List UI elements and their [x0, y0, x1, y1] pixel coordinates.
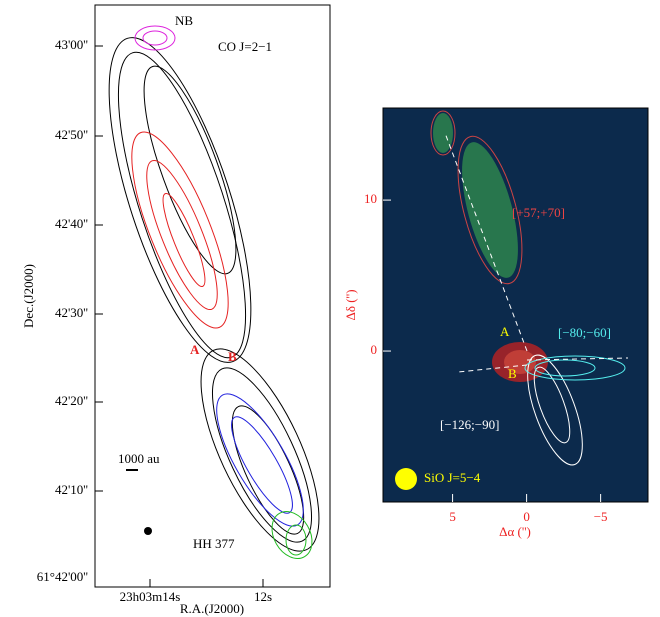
y-tick-label: 42'40'' — [55, 216, 88, 231]
beam — [395, 468, 417, 490]
y-tick-label: 42'30'' — [55, 305, 88, 320]
annotation: B — [508, 366, 517, 381]
x-tick-label: −5 — [594, 509, 608, 524]
annotation: SiO J=5−4 — [424, 470, 481, 485]
x-tick-label: 23h03m14s — [120, 589, 181, 604]
annotation: A — [190, 342, 200, 357]
y-tick-label: 43'00'' — [55, 37, 88, 52]
y-tick-label: 42'10'' — [55, 482, 88, 497]
y-axis-label: Δδ ('') — [343, 289, 358, 320]
y-tick-label: 61°42'00'' — [37, 569, 88, 584]
sio-map — [383, 108, 648, 502]
annotation: [−80;−60] — [558, 325, 611, 340]
annotation: A — [500, 324, 510, 339]
annotation: [−126;−90] — [440, 417, 499, 432]
right-panel: SiO J=5−4 [+57;+70] [−80;−60] [−126;−90]… — [343, 108, 648, 539]
annotation: HH 377 — [193, 536, 235, 551]
figure: NB CO J=2−1 A B 1000 au HH 377 43'00'' 4… — [0, 0, 660, 617]
annotation: NB — [175, 13, 193, 28]
x-tick-label: 5 — [449, 509, 456, 524]
y-tick-label: 42'20'' — [55, 393, 88, 408]
y-tick-label: 0 — [371, 342, 378, 357]
y-tick-label: 42'50'' — [55, 127, 88, 142]
annotation: 1000 au — [118, 451, 160, 466]
x-tick-label: 0 — [523, 509, 530, 524]
left-frame — [95, 5, 330, 587]
annotation: B — [228, 349, 237, 364]
x-axis-label: Δα ('') — [499, 524, 531, 539]
x-tick-label: 12s — [254, 589, 272, 604]
beam — [144, 527, 152, 535]
y-tick-label: 10 — [364, 191, 377, 206]
y-axis-label: Dec.(J2000) — [21, 264, 36, 328]
x-axis-label: R.A.(J2000) — [180, 601, 244, 616]
annotation: CO J=2−1 — [218, 39, 272, 54]
left-panel: NB CO J=2−1 A B 1000 au HH 377 43'00'' 4… — [21, 5, 343, 616]
annotation: [+57;+70] — [512, 205, 565, 220]
